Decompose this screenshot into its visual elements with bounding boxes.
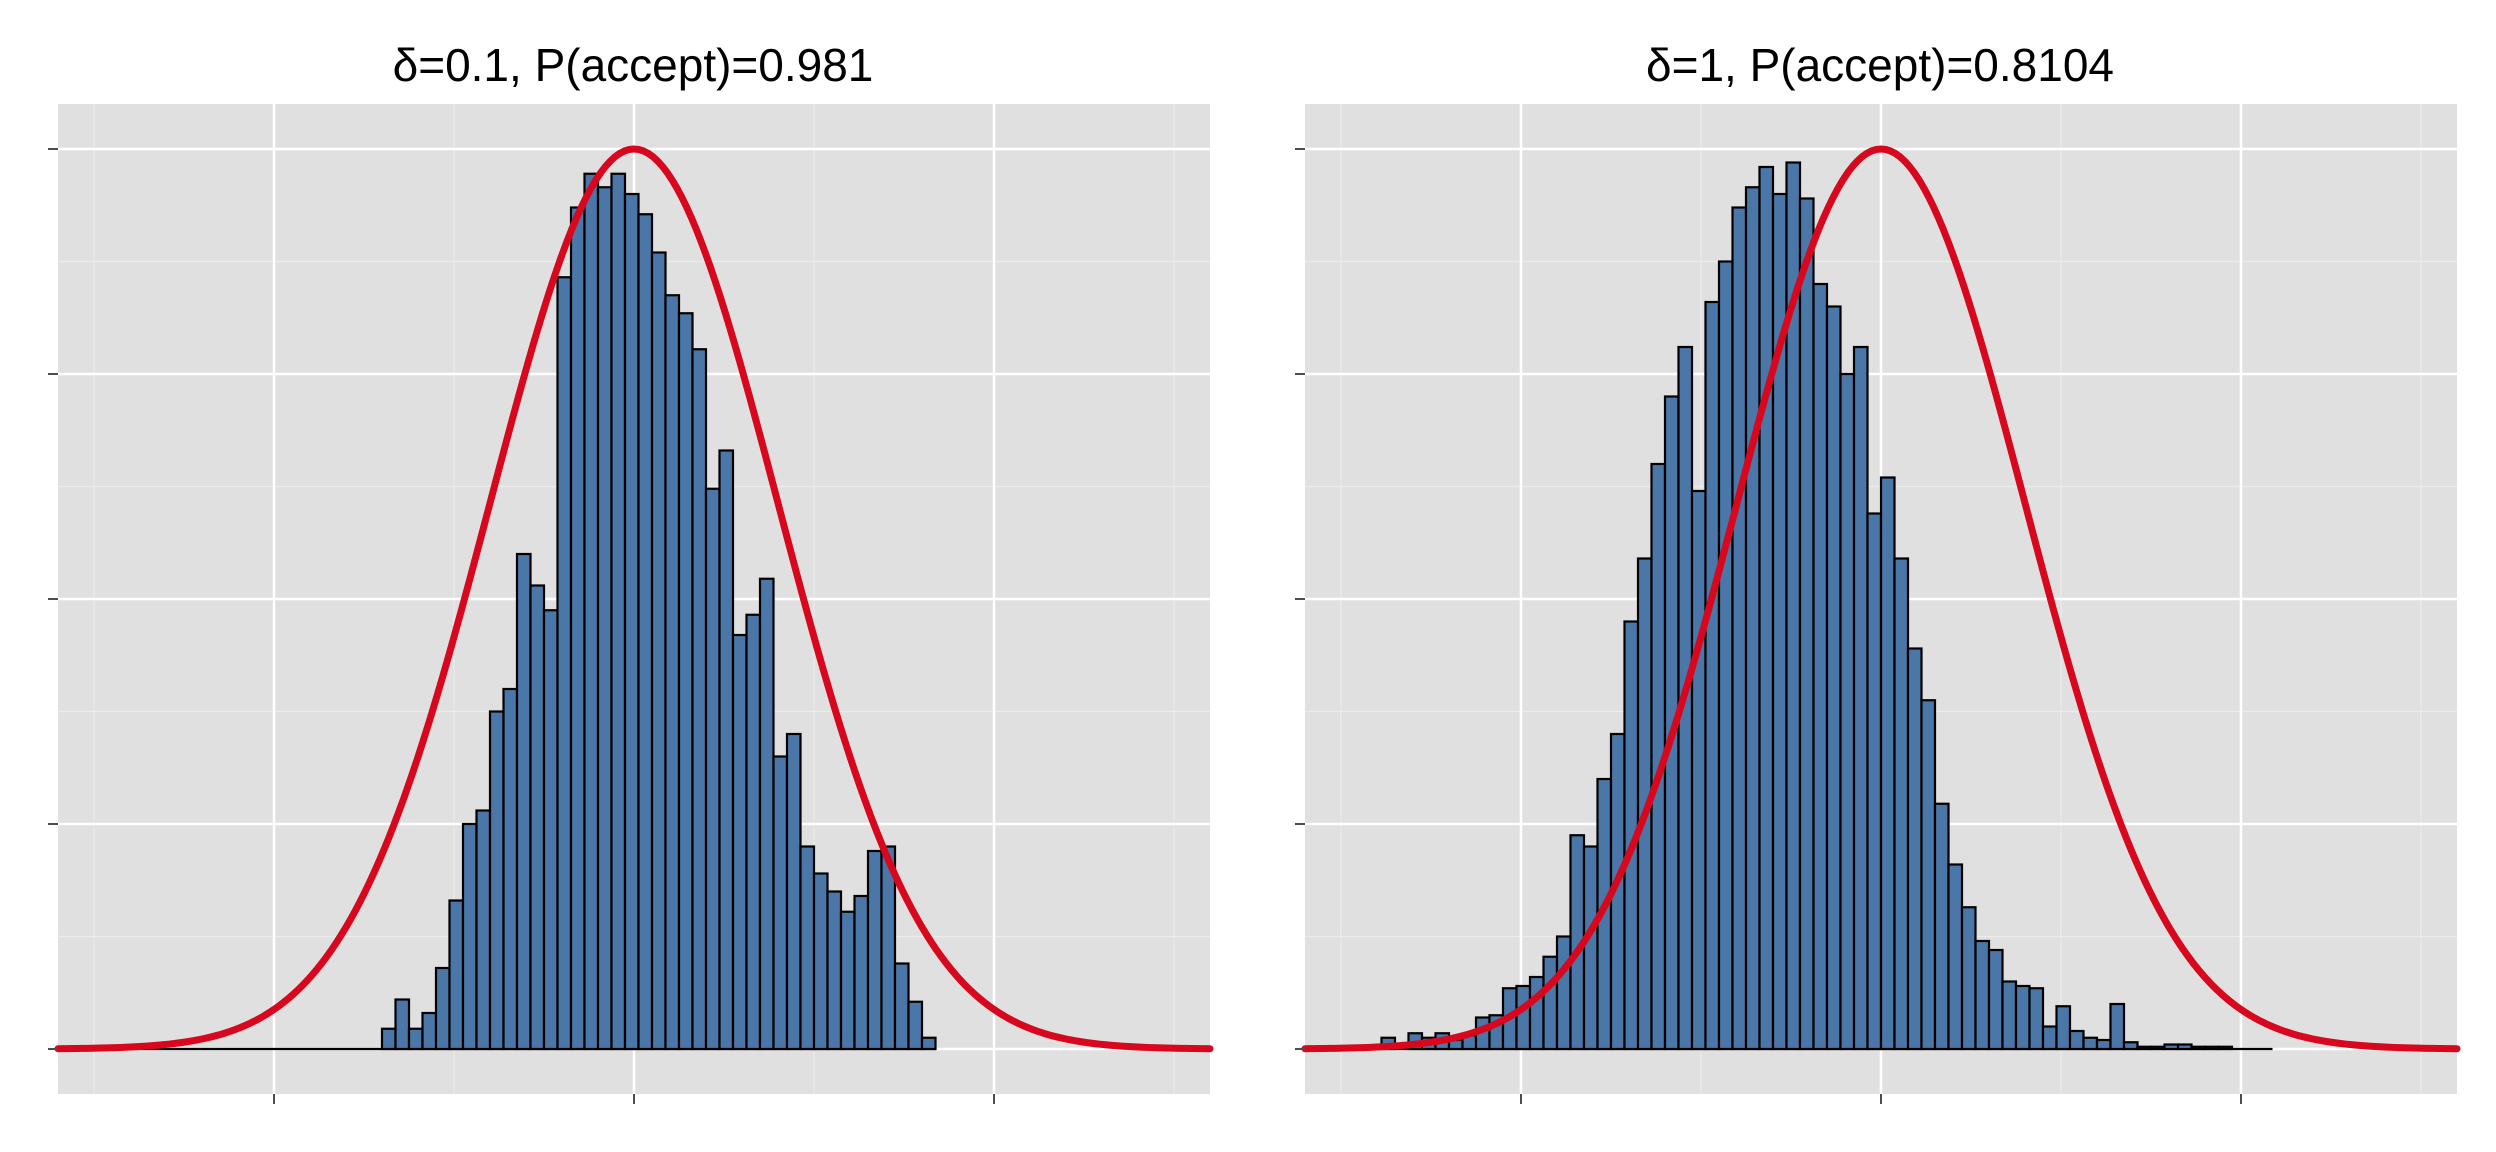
panel-left-bar xyxy=(799,845,816,1051)
panel-left-bar xyxy=(596,186,613,1051)
panel-left-curve xyxy=(54,145,1214,1053)
panel-right-bar xyxy=(2149,1045,2166,1051)
panel-right-bar xyxy=(1879,476,1896,1051)
panel-left-bar xyxy=(907,1000,924,1051)
panel-left-bar xyxy=(542,609,559,1051)
panel-right-bar xyxy=(2068,1029,2085,1051)
panel-right-ticks xyxy=(1295,148,2242,1104)
panel-left-bar xyxy=(394,998,411,1051)
panel-right-bar xyxy=(2190,1045,2207,1051)
panel-right-bar xyxy=(1744,186,1761,1051)
panel-left-bar xyxy=(529,584,546,1051)
panel-right-bar xyxy=(1974,939,1991,1051)
panel-right-bar xyxy=(2163,1043,2180,1051)
panel-right-density-curve xyxy=(1301,145,2461,1053)
panel-left-bar xyxy=(920,1036,937,1051)
panel-right-bar xyxy=(1920,699,1937,1051)
panel-right-bar xyxy=(1866,512,1883,1051)
panel-left-bar xyxy=(502,687,519,1051)
panel-right-bar xyxy=(2217,1045,2234,1051)
panel-right-bar xyxy=(2109,1002,2126,1051)
panel-right-bar xyxy=(2001,980,2018,1051)
panel-left-bar xyxy=(461,822,478,1051)
panel-right-bar xyxy=(2176,1043,2193,1051)
panel-right-bar xyxy=(1839,372,1856,1051)
panel-right-bar xyxy=(2055,1005,2072,1051)
panel-left-bar xyxy=(691,348,708,1051)
panel-left-bar xyxy=(515,552,532,1051)
panel-right-bar xyxy=(1717,260,1734,1051)
panel-right-bar xyxy=(1987,948,2004,1051)
panel-left-bar xyxy=(650,251,667,1051)
panel-right-bar xyxy=(2122,1041,2139,1051)
panel-left-bar xyxy=(826,890,843,1051)
panel-right-bar xyxy=(1555,935,1572,1051)
panel-right-bar xyxy=(2028,987,2045,1051)
panel-left-bars xyxy=(112,172,937,1051)
panel-right-bar xyxy=(1893,557,1910,1051)
panel-left-bar xyxy=(853,894,870,1051)
panel-left-bar xyxy=(623,192,640,1051)
panel-right-bar xyxy=(1960,906,1977,1051)
panel-left-bar xyxy=(745,613,762,1051)
panel-right-bar xyxy=(1528,975,1545,1051)
panel-right-bar xyxy=(1812,282,1829,1051)
panel-left-bar xyxy=(718,449,735,1051)
panel-left-bar xyxy=(880,845,897,1051)
panel-right-bar xyxy=(2203,1045,2220,1051)
panel-left-bar xyxy=(421,1011,438,1051)
panel-left-bar xyxy=(839,910,856,1051)
panel-left-bar xyxy=(731,633,748,1051)
panel-left-bar xyxy=(704,487,721,1051)
panel-right-bar xyxy=(1852,345,1869,1051)
panel-right-bar xyxy=(1947,863,1964,1051)
panel-right-bar xyxy=(1582,845,1599,1051)
panel-right-bar xyxy=(1906,647,1923,1051)
panel-right-bar xyxy=(1542,955,1559,1051)
panel-left-bar xyxy=(637,213,654,1051)
panel-left-bar xyxy=(893,962,910,1051)
panel-left-bar xyxy=(772,755,789,1051)
panel-right-bar xyxy=(1515,984,1532,1051)
panel-right-bar xyxy=(1704,300,1721,1051)
panel-left-bar xyxy=(583,172,600,1051)
panel-right-bar xyxy=(1690,489,1707,1051)
panel-right-bar xyxy=(1825,305,1842,1051)
panel-right-bar xyxy=(2136,1045,2153,1051)
panel-left-bar xyxy=(664,294,681,1051)
panel-left-ticks xyxy=(48,148,995,1104)
panel-left-bar xyxy=(812,872,829,1051)
panel-right-bar xyxy=(1731,206,1748,1051)
panel-left-bar xyxy=(448,899,465,1051)
panel-left-title: δ=0.1, P(accept)=0.981 xyxy=(393,39,874,91)
panel-right-bar xyxy=(1758,165,1775,1051)
panel-left-bar xyxy=(475,809,492,1051)
panel-right: δ=1, P(accept)=0.8104 xyxy=(1295,39,2461,1104)
panel-left-bar xyxy=(488,710,505,1051)
panel-right-bar xyxy=(1798,197,1815,1051)
panel-left-bar xyxy=(556,276,573,1051)
panel-right-bar xyxy=(2082,1036,2099,1051)
panel-left-bar xyxy=(569,206,586,1051)
panel-left: δ=0.1, P(accept)=0.981 xyxy=(48,39,1214,1104)
panel-right-bar xyxy=(1933,802,1950,1051)
panel-left-bar xyxy=(866,849,883,1051)
panel-left-bar xyxy=(434,966,451,1051)
panel-left-bar xyxy=(380,1027,397,1051)
panel-left-bar xyxy=(610,172,627,1051)
panel-right-bar xyxy=(2095,1038,2112,1051)
panel-right-curve xyxy=(1301,145,2461,1053)
panel-right-bar xyxy=(2041,1025,2058,1051)
panel-left-bar xyxy=(785,732,802,1051)
panel-right-title: δ=1, P(accept)=0.8104 xyxy=(1646,39,2114,91)
panel-left-bar xyxy=(758,577,775,1051)
panel-left-bar xyxy=(677,312,694,1051)
panel-right-bar xyxy=(2014,984,2031,1051)
panel-left-bar xyxy=(407,1027,424,1051)
panel-left-density-curve xyxy=(54,145,1214,1053)
